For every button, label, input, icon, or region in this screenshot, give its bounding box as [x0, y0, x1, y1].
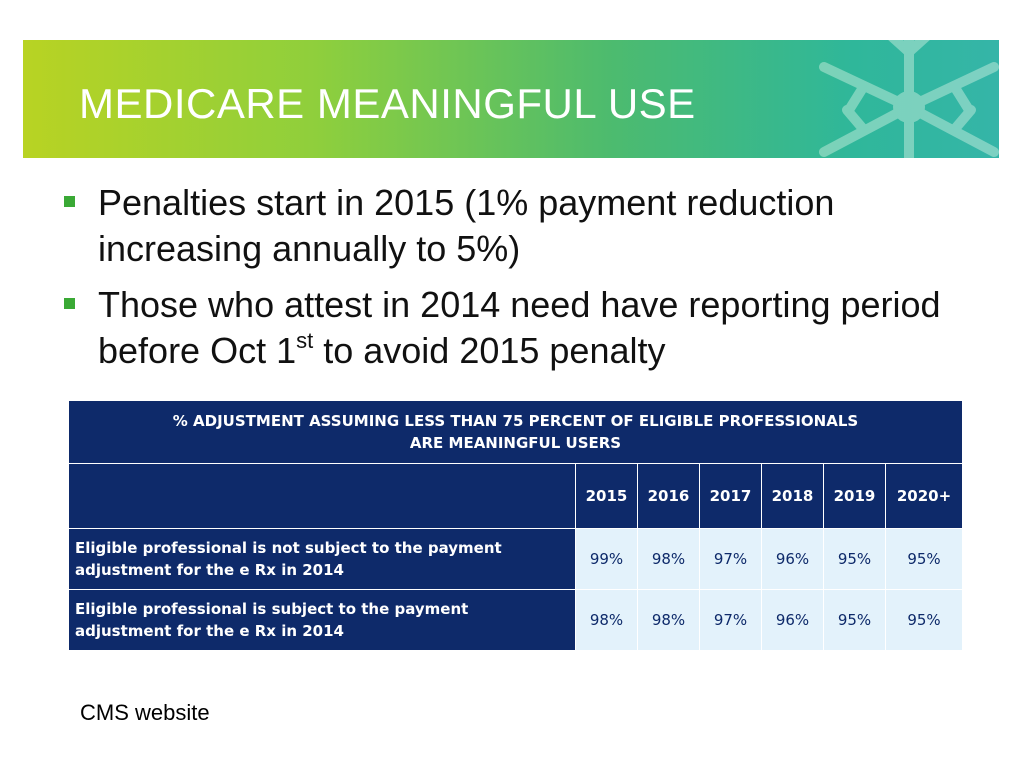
year-header: 2019 — [823, 463, 886, 529]
year-header: 2016 — [637, 463, 700, 529]
source-citation: CMS website — [80, 700, 210, 725]
row-label: Eligible professional is subject to the … — [68, 589, 576, 651]
bullet-text-after: to avoid 2015 penalty — [313, 330, 666, 371]
snowflake-decoration-icon — [819, 40, 999, 158]
bullet-superscript: st — [296, 328, 314, 353]
table-title-line-2: ARE MEANINGFUL USERS — [409, 434, 622, 452]
table-row: Eligible professional is subject to the … — [68, 589, 963, 651]
table-title-line-1: % ADJUSTMENT ASSUMING LESS THAN 75 PERCE… — [172, 412, 859, 430]
bullet-list: Penalties start in 2015 (1% payment redu… — [60, 180, 960, 384]
table-cell: 98% — [637, 589, 700, 651]
table-cell: 98% — [575, 589, 638, 651]
year-header: 2015 — [575, 463, 638, 529]
table-cell: 95% — [823, 528, 886, 590]
square-bullet-icon — [64, 196, 75, 207]
table-cell: 95% — [885, 528, 963, 590]
bullet-text-before: Those who attest in 2014 need have repor… — [98, 284, 941, 371]
table-cell: 98% — [637, 528, 700, 590]
bullet-text: Penalties start in 2015 (1% payment redu… — [98, 182, 835, 269]
row-label: Eligible professional is not subject to … — [68, 528, 576, 590]
bullet-item: Those who attest in 2014 need have repor… — [60, 282, 960, 374]
year-header: 2020+ — [885, 463, 963, 529]
table-cell: 96% — [761, 528, 824, 590]
slide-title: MEDICARE MEANINGFUL USE — [79, 80, 696, 127]
table-cell: 97% — [699, 528, 762, 590]
table-cell: 99% — [575, 528, 638, 590]
table-title: % ADJUSTMENT ASSUMING LESS THAN 75 PERCE… — [68, 400, 963, 464]
title-banner: MEDICARE MEANINGFUL USE — [23, 40, 999, 158]
year-header: 2017 — [699, 463, 762, 529]
adjustment-table: % ADJUSTMENT ASSUMING LESS THAN 75 PERCE… — [68, 400, 963, 651]
header-empty-cell — [68, 463, 576, 529]
bullet-item: Penalties start in 2015 (1% payment redu… — [60, 180, 960, 272]
square-bullet-icon — [64, 298, 75, 309]
table-row: Eligible professional is not subject to … — [68, 528, 963, 590]
table-cell: 95% — [823, 589, 886, 651]
table-header-row: 2015 2016 2017 2018 2019 2020+ — [68, 463, 963, 529]
year-header: 2018 — [761, 463, 824, 529]
table-cell: 95% — [885, 589, 963, 651]
table-cell: 97% — [699, 589, 762, 651]
table-cell: 96% — [761, 589, 824, 651]
